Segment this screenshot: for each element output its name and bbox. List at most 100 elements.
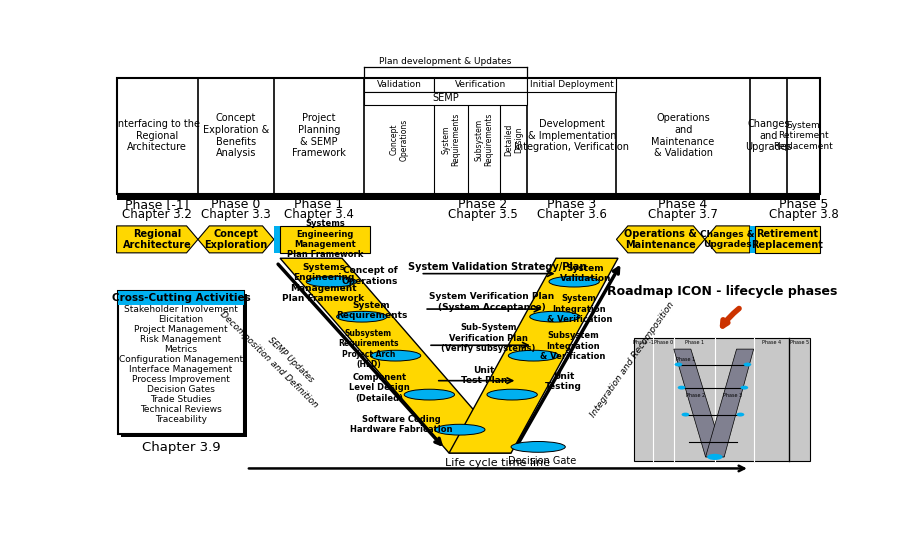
- Polygon shape: [706, 349, 754, 457]
- Text: Initial Deployment: Initial Deployment: [530, 80, 614, 89]
- Text: Decision Gate: Decision Gate: [508, 456, 576, 466]
- Ellipse shape: [404, 389, 454, 400]
- Text: Technical Reviews: Technical Reviews: [140, 406, 222, 415]
- Ellipse shape: [707, 454, 723, 460]
- Text: Phase 5: Phase 5: [780, 198, 829, 211]
- Ellipse shape: [675, 363, 683, 366]
- Text: Decomposition and Definition: Decomposition and Definition: [218, 310, 319, 409]
- Bar: [274, 226, 280, 253]
- Text: Chapter 3.9: Chapter 3.9: [142, 441, 220, 454]
- Text: Concept
Exploration: Concept Exploration: [205, 228, 268, 250]
- Ellipse shape: [682, 412, 689, 416]
- Bar: [749, 226, 755, 253]
- Ellipse shape: [336, 311, 387, 322]
- Text: Systems
Engineering
Management
Plan Framework: Systems Engineering Management Plan Fram…: [282, 263, 365, 303]
- Text: Operations &
Maintenance: Operations & Maintenance: [624, 228, 697, 250]
- Text: Subsystem
Requirements
Project Arch
(HLD): Subsystem Requirements Project Arch (HLD…: [338, 329, 399, 369]
- Polygon shape: [198, 226, 274, 253]
- Text: Elicitation: Elicitation: [158, 315, 204, 324]
- Ellipse shape: [744, 363, 751, 366]
- Text: Software Coding
Hardware Fabrication: Software Coding Hardware Fabrication: [350, 415, 452, 434]
- Ellipse shape: [737, 412, 744, 416]
- Text: Regional
Architecture: Regional Architecture: [122, 228, 192, 250]
- Text: Validation: Validation: [377, 80, 421, 89]
- Text: System Validation Strategy/Plan: System Validation Strategy/Plan: [408, 262, 586, 272]
- Text: Sub-System
Verification Plan
(Verify subsystems): Sub-System Verification Plan (Verify sub…: [441, 324, 536, 353]
- Text: Interfacing to the
Regional
Architecture: Interfacing to the Regional Architecture: [115, 119, 200, 152]
- Text: Phase 1: Phase 1: [675, 357, 695, 362]
- Text: Decision Gates: Decision Gates: [147, 385, 215, 394]
- Text: Stakeholder Involvement: Stakeholder Involvement: [124, 305, 238, 315]
- Polygon shape: [449, 258, 618, 453]
- Text: Chapter 3.2: Chapter 3.2: [122, 208, 192, 221]
- Bar: [122, 294, 247, 437]
- Text: Phase 4: Phase 4: [658, 198, 707, 211]
- Text: Chapter 3.3: Chapter 3.3: [201, 208, 271, 221]
- Text: Phase [-1]: Phase [-1]: [125, 198, 188, 211]
- Text: Detailed
Design: Detailed Design: [504, 124, 524, 156]
- Text: Concept
Operations: Concept Operations: [389, 119, 409, 161]
- Ellipse shape: [677, 386, 686, 389]
- Text: Concept
Exploration &
Benefits
Analysis: Concept Exploration & Benefits Analysis: [203, 113, 269, 158]
- Text: Chapter 3.4: Chapter 3.4: [284, 208, 354, 221]
- Text: System
Retirement
Replacement: System Retirement Replacement: [773, 121, 833, 151]
- Text: Development
& Implementation
Integration, Verification: Development & Implementation Integration…: [515, 119, 630, 152]
- Text: Life cycle time line: Life cycle time line: [445, 458, 550, 468]
- Ellipse shape: [549, 276, 600, 287]
- Polygon shape: [705, 226, 749, 253]
- Text: Phase 0: Phase 0: [211, 198, 260, 211]
- Text: Phase 0: Phase 0: [654, 340, 673, 345]
- Text: System
Requirements: System Requirements: [335, 301, 408, 320]
- Text: Systems
Engineering
Management
Plan Framework: Systems Engineering Management Plan Fram…: [287, 219, 363, 259]
- Text: Phase 3: Phase 3: [723, 393, 742, 398]
- Text: Chapter 3.6: Chapter 3.6: [537, 208, 606, 221]
- Bar: [434, 78, 527, 92]
- Polygon shape: [674, 349, 724, 457]
- Text: Phase -1: Phase -1: [632, 340, 654, 345]
- Text: System
Requirements: System Requirements: [441, 113, 461, 166]
- Text: Concept of
Operations: Concept of Operations: [342, 266, 399, 286]
- Ellipse shape: [740, 386, 749, 389]
- Ellipse shape: [511, 441, 565, 452]
- Polygon shape: [280, 258, 511, 453]
- Ellipse shape: [508, 350, 558, 361]
- Text: Phase 2: Phase 2: [458, 198, 507, 211]
- Text: Process Improvement: Process Improvement: [132, 376, 229, 385]
- Text: Chapter 3.5: Chapter 3.5: [448, 208, 517, 221]
- Text: Project Management: Project Management: [134, 325, 228, 334]
- Ellipse shape: [370, 350, 420, 361]
- Text: Phase 4: Phase 4: [761, 340, 781, 345]
- Text: Phase 1: Phase 1: [294, 198, 344, 211]
- Text: Verification: Verification: [455, 80, 506, 89]
- Text: Operations
and
Maintenance
& Validation: Operations and Maintenance & Validation: [652, 113, 715, 158]
- Bar: [118, 292, 244, 305]
- Ellipse shape: [434, 424, 485, 435]
- Text: Metrics: Metrics: [165, 346, 197, 354]
- Polygon shape: [280, 226, 370, 253]
- Text: Plan development & Updates: Plan development & Updates: [379, 57, 512, 66]
- Text: Roadmap ICON - lifecycle phases: Roadmap ICON - lifecycle phases: [607, 285, 837, 298]
- Bar: [118, 292, 244, 434]
- Text: Phase 2: Phase 2: [686, 393, 705, 398]
- Text: Trade Studies: Trade Studies: [150, 395, 211, 404]
- Text: Changes
and
Upgrades: Changes and Upgrades: [745, 119, 792, 152]
- Text: Retirement
Replacement: Retirement Replacement: [751, 228, 824, 250]
- Text: Component
Level Design
(Detailed): Component Level Design (Detailed): [349, 373, 409, 402]
- Text: Traceability: Traceability: [154, 416, 207, 424]
- Text: System
Validation: System Validation: [559, 264, 611, 284]
- Bar: [527, 78, 616, 92]
- Text: Unit
Testing: Unit Testing: [546, 372, 582, 391]
- Ellipse shape: [530, 311, 580, 322]
- Bar: [117, 194, 820, 201]
- Text: Changes &
Upgrades: Changes & Upgrades: [700, 230, 755, 249]
- Text: Cross-Cutting Activities: Cross-Cutting Activities: [112, 293, 250, 303]
- Ellipse shape: [487, 389, 537, 400]
- Polygon shape: [616, 226, 705, 253]
- Bar: [633, 338, 810, 461]
- Text: Phase 1: Phase 1: [685, 340, 704, 345]
- Text: Chapter 3.8: Chapter 3.8: [769, 208, 839, 221]
- Text: Subsystem
Requirements: Subsystem Requirements: [474, 113, 494, 166]
- Bar: [364, 92, 527, 105]
- Text: Integration and Recomposition: Integration and Recomposition: [589, 300, 675, 419]
- Text: SEMP Updates: SEMP Updates: [266, 335, 315, 384]
